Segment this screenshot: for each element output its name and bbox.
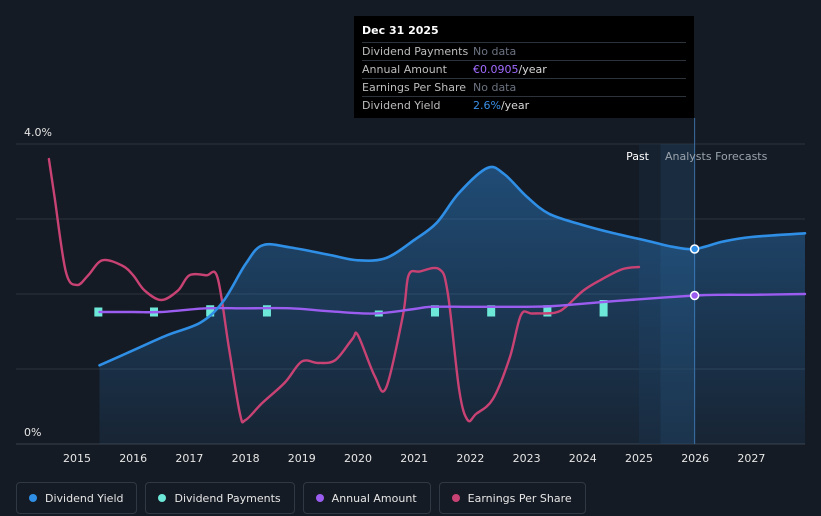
legend-label: Dividend Payments (174, 491, 281, 505)
dividend-yield-dot-icon (29, 494, 37, 502)
chart-area: 4.0% 0% Past Analysts Forecasts 2015 2016… (16, 118, 807, 465)
x-tick-label: 2020 (344, 452, 372, 465)
dividend-payment-bar (599, 300, 608, 317)
x-tick-label: 2016 (119, 452, 147, 465)
forecast-label: Analysts Forecasts (665, 150, 768, 163)
tooltip-row-annual-amount: Annual Amount €0.0905 /year (362, 60, 686, 78)
tooltip-value: No data (473, 45, 517, 58)
legend-label: Annual Amount (331, 491, 417, 505)
earnings-per-share-dot-icon (451, 494, 460, 502)
legend-label: Dividend Yield (45, 491, 124, 505)
dividend-yield-area (99, 166, 805, 445)
legend: Dividend Yield Dividend Payments Annual … (16, 482, 586, 514)
tooltip-label: Dividend Payments (362, 45, 469, 58)
legend-label: Earnings Per Share (467, 491, 572, 505)
x-tick-label: 2027 (737, 452, 765, 465)
legend-earnings-per-share[interactable]: Earnings Per Share (438, 482, 586, 514)
tooltip-label: Earnings Per Share (362, 81, 467, 94)
y-axis-top-label: 4.0% (24, 126, 52, 139)
x-tick-label: 2023 (513, 452, 541, 465)
tooltip-date: Dec 31 2025 (362, 24, 439, 37)
dividend-payment-bar (543, 305, 552, 317)
tooltip-value: No data (473, 81, 517, 94)
past-label: Past (626, 150, 650, 163)
tooltip-label: Annual Amount (362, 63, 447, 76)
y-axis-bottom-label: 0% (24, 426, 41, 439)
x-tick-label: 2019 (288, 452, 316, 465)
tooltip-label: Dividend Yield (362, 99, 441, 112)
dividend-yield-line (98, 165, 807, 367)
x-tick-label: 2021 (400, 452, 428, 465)
tooltip: Dec 31 2025 Dividend Payments No data An… (354, 16, 694, 118)
dividend-payment-bar (206, 305, 215, 317)
dividend-payment-bar (262, 305, 271, 317)
tooltip-value: €0.0905 (473, 63, 519, 76)
dividend-payment-bar (430, 305, 439, 317)
x-tick-label: 2017 (175, 452, 203, 465)
legend-dividend-payments[interactable]: Dividend Payments (145, 482, 295, 514)
tooltip-row-earnings-per-share: Earnings Per Share No data (362, 78, 686, 96)
dividend-yield-marker (689, 244, 700, 254)
annual-amount-dot-icon (315, 494, 324, 502)
tooltip-unit: /year (518, 63, 547, 76)
tooltip-unit: /year (500, 99, 530, 112)
legend-dividend-yield[interactable]: Dividend Yield (16, 482, 138, 514)
x-tick-label: 2026 (681, 452, 709, 465)
yield-area (99, 166, 805, 445)
dividend-payments-dot-icon (158, 494, 167, 502)
axis-labels: 4.0% 0% Past Analysts Forecasts 2015 2016… (24, 126, 768, 465)
x-tick-label: 2015 (63, 452, 91, 465)
legend-annual-amount[interactable]: Annual Amount (302, 482, 431, 514)
dividend-payment-bar (487, 305, 496, 317)
x-tick-label: 2025 (625, 452, 653, 465)
annual-amount-marker (689, 290, 700, 301)
earnings-per-share-line (47, 157, 641, 424)
tooltip-row-dividend-payments: Dividend Payments No data (362, 42, 686, 60)
x-tick-label: 2022 (456, 452, 484, 465)
x-tick-label: 2024 (569, 452, 597, 465)
tooltip-row-dividend-yield: Dividend Yield 2.6% /year (362, 96, 686, 114)
highlight-markers (689, 244, 700, 301)
x-tick-label: 2018 (232, 452, 260, 465)
tooltip-value: 2.6% (473, 99, 501, 112)
